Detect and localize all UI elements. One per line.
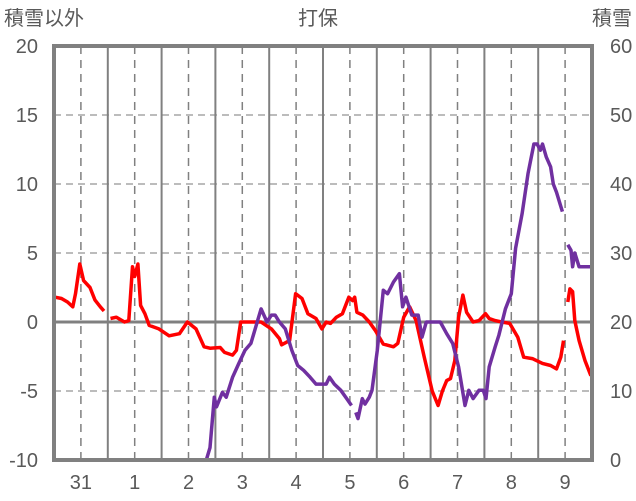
left-tick-label: -5: [20, 381, 38, 403]
right-tick-label: 40: [610, 174, 632, 196]
left-tick-label: 15: [16, 105, 38, 127]
left-tick-label: 20: [16, 36, 38, 58]
snow-depth-line: [54, 142, 591, 462]
right-tick-label: 0: [610, 450, 621, 472]
x-tick-label: 6: [398, 472, 409, 494]
right-tick-label: 30: [610, 243, 632, 265]
x-tick-label: 8: [506, 472, 517, 494]
x-tick-label: 5: [344, 472, 355, 494]
x-tick-label: 9: [560, 472, 571, 494]
right-tick-label: 60: [610, 36, 632, 58]
left-tick-label: 0: [27, 312, 38, 334]
x-tick-label: 3: [237, 472, 248, 494]
left-tick-label: 5: [27, 243, 38, 265]
x-tick-label: 2: [183, 472, 194, 494]
right-tick-label: 20: [610, 312, 632, 334]
left-tick-label: 10: [16, 174, 38, 196]
right-tick-label: 50: [610, 105, 632, 127]
left-tick-label: -10: [9, 450, 38, 472]
x-tick-label: 31: [70, 472, 92, 494]
x-tick-label: 1: [129, 472, 140, 494]
left-axis-title: 積雪以外: [4, 7, 84, 30]
chart-title: 打保: [298, 7, 338, 30]
x-tick-label: 7: [452, 472, 463, 494]
x-tick-label: 4: [291, 472, 302, 494]
right-axis-title: 積雪: [592, 7, 632, 30]
right-tick-label: 10: [610, 381, 632, 403]
temperature-line: [54, 262, 593, 408]
plot-frame: [52, 44, 594, 462]
